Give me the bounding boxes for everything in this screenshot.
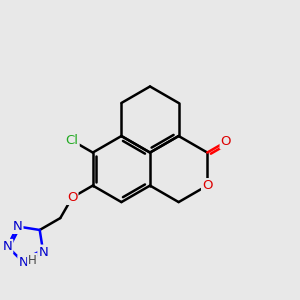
Text: H: H xyxy=(28,254,37,267)
Text: O: O xyxy=(67,191,77,204)
Text: N: N xyxy=(38,246,48,259)
Text: N: N xyxy=(13,220,22,233)
Text: Cl: Cl xyxy=(66,134,79,147)
Text: N: N xyxy=(18,256,28,269)
Text: O: O xyxy=(202,179,212,192)
Text: N: N xyxy=(2,240,12,253)
Text: O: O xyxy=(220,135,231,148)
